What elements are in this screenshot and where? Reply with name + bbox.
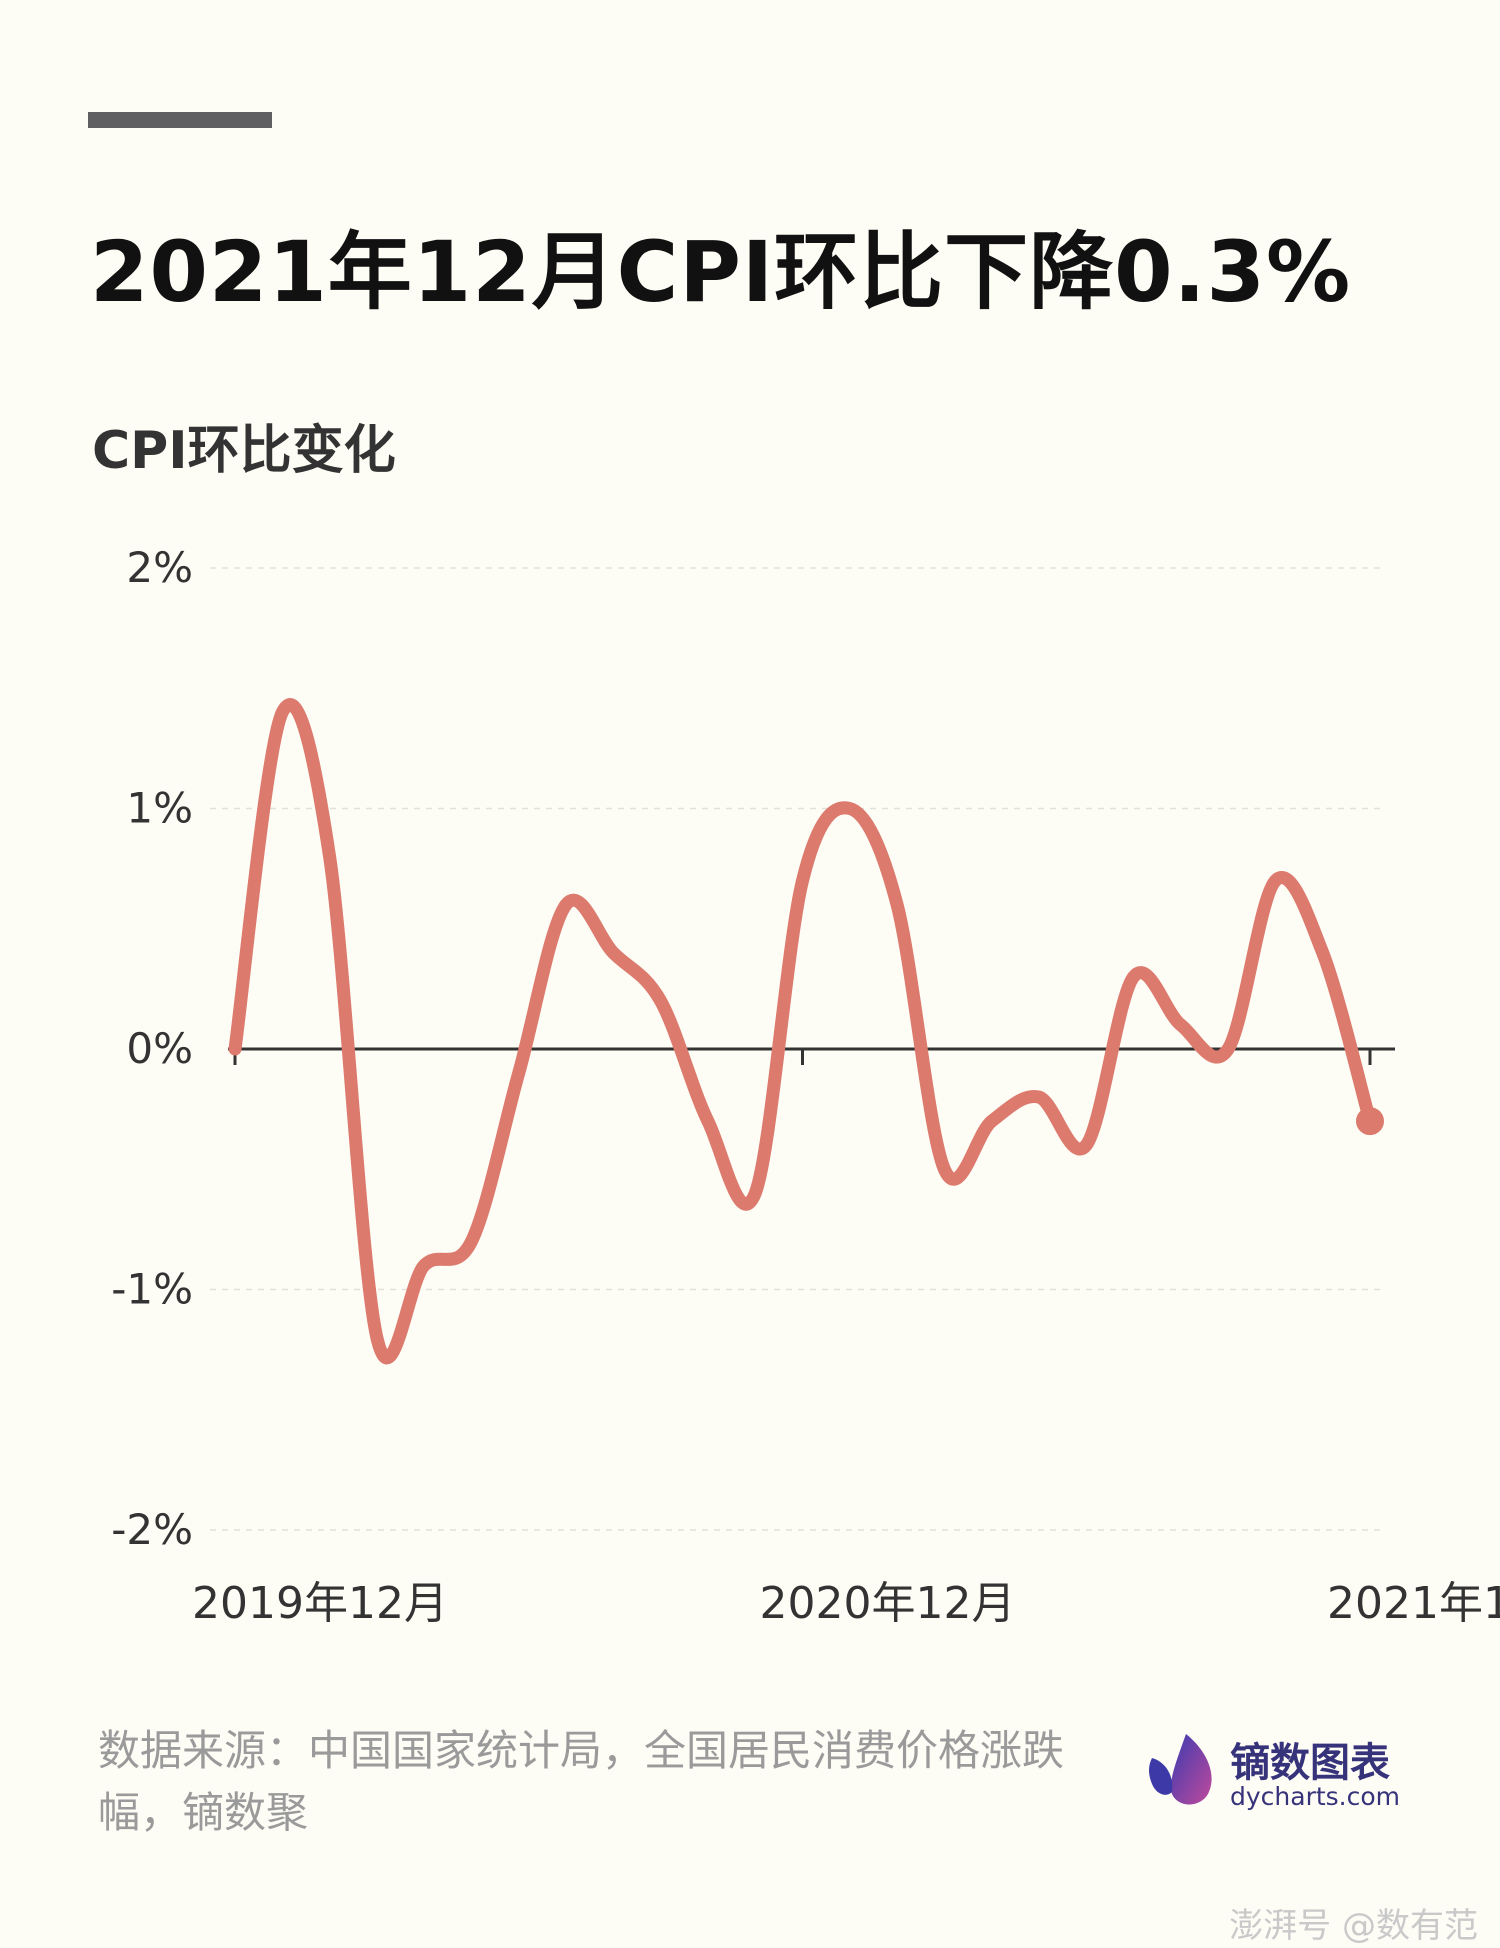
y-tick-label: 1% (126, 784, 193, 833)
y-axis-labels: 2% 1% 0% -1% -2% (111, 543, 193, 1554)
source-note: 数据来源：中国国家统计局，全国居民消费价格涨跌幅，镝数聚 (98, 1726, 1065, 1837)
logo-name: 镝数图表 (1230, 1739, 1390, 1786)
title-accent-bar (88, 112, 272, 128)
page-title: 2021年12月CPI环比下降0.3% (90, 223, 1352, 321)
butterfly-logo-icon (1149, 1734, 1212, 1805)
y-tick-label: -1% (111, 1265, 193, 1314)
logo-url: dycharts.com (1230, 1782, 1401, 1811)
y-tick-label: 0% (126, 1024, 193, 1073)
grid-layer (210, 567, 1385, 1531)
x-tick-label: 2019年12月 (192, 1578, 448, 1629)
y-tick-label: -2% (111, 1505, 193, 1554)
x-tick-label: 2020年12月 (760, 1578, 1016, 1629)
last-point-marker (1356, 1107, 1384, 1136)
x-axis-labels: 2019年12月 2020年12月 2021年12月 (192, 1578, 1500, 1629)
x-tick-label: 2021年12月 (1327, 1578, 1500, 1629)
cpi-series-line (228, 698, 1377, 1365)
chart-title: CPI环比变化 (92, 421, 396, 481)
y-tick-label: 2% (126, 543, 193, 592)
point-layer (1356, 1107, 1384, 1136)
watermark: 澎湃号 @数有范 (1229, 1906, 1478, 1946)
line-chart: 2% 1% 0% -1% -2% 2019年12月 2020年12月 2021年12月 (111, 543, 1500, 1629)
series-layer (228, 698, 1377, 1365)
dycharts-logo: 镝数图表 dycharts.com (1148, 1730, 1408, 1830)
